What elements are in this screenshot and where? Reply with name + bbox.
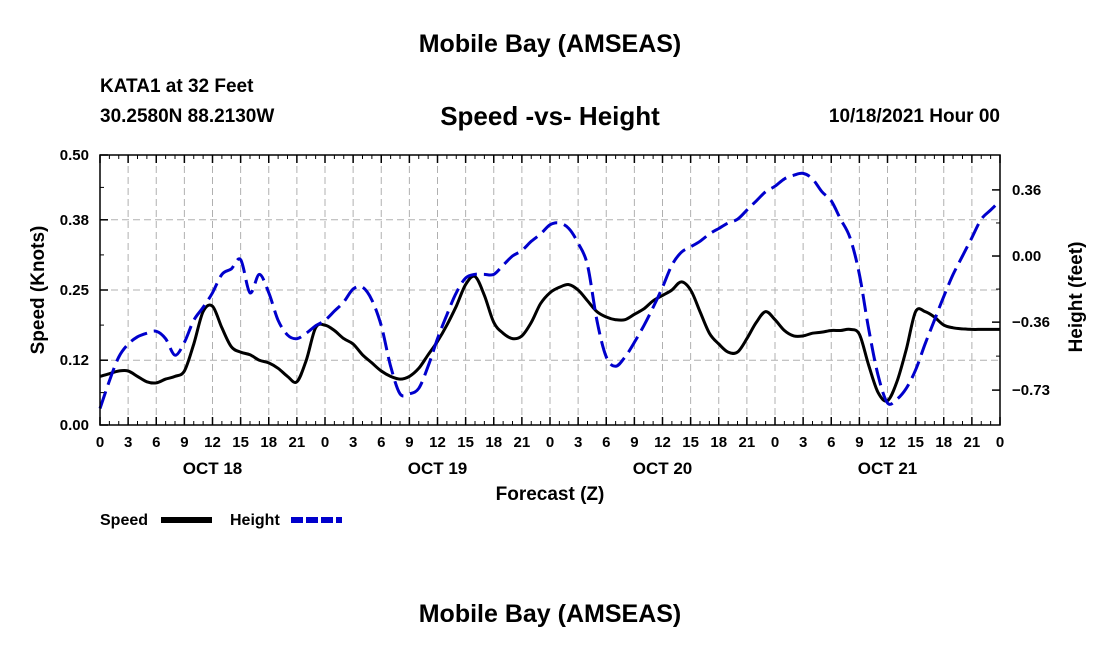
x-tick-label: 21 bbox=[739, 434, 756, 451]
axis-ticks: 0 3 6 9 12 15 18 21 0 3 6 9 12 15 18 21 0 3 6 9 12 15 18 21 0 3 6 9… bbox=[60, 147, 1050, 478]
x-tick-label: 0 bbox=[546, 434, 554, 451]
x-tick-label: 18 bbox=[710, 434, 727, 451]
x-tick-label: 0 bbox=[321, 434, 329, 451]
day-label: OCT 19 bbox=[408, 459, 468, 478]
x-tick-label: 12 bbox=[429, 434, 446, 451]
y2-tick-label: −0.36 bbox=[1012, 314, 1050, 331]
series-line-speed bbox=[99, 274, 1000, 403]
legend: Speed Height bbox=[100, 512, 342, 529]
y-tick-label: 0.25 bbox=[60, 282, 89, 299]
legend-height-label: Height bbox=[230, 512, 280, 529]
station-coordinates: 30.2580N 88.2130W bbox=[100, 106, 275, 127]
x-tick-label: 6 bbox=[827, 434, 835, 451]
x-tick-label: 21 bbox=[964, 434, 981, 451]
speed-height-chart: 0 3 6 9 12 15 18 21 0 3 6 9 12 15 18 21 0 3 6 9 12 15 18 21 0 3 6 9… bbox=[28, 147, 1087, 529]
x-tick-label: 15 bbox=[682, 434, 699, 451]
x-tick-label: 9 bbox=[855, 434, 863, 451]
x-tick-label: 0 bbox=[996, 434, 1004, 451]
x-tick-label: 0 bbox=[96, 434, 104, 451]
x-tick-label: 15 bbox=[232, 434, 249, 451]
day-label: OCT 18 bbox=[183, 459, 243, 478]
x-tick-label: 15 bbox=[457, 434, 474, 451]
x-tick-label: 21 bbox=[514, 434, 531, 451]
y-axis-label: Speed (Knots) bbox=[28, 226, 49, 355]
series-line-height bbox=[98, 171, 1002, 409]
x-tick-label: 9 bbox=[405, 434, 413, 451]
x-tick-label: 6 bbox=[152, 434, 160, 451]
x-tick-label: 3 bbox=[349, 434, 357, 451]
forecast-datetime: 10/18/2021 Hour 00 bbox=[828, 106, 1000, 127]
legend-speed-label: Speed bbox=[100, 512, 148, 529]
x-tick-label: 9 bbox=[630, 434, 638, 451]
y-tick-label: 0.00 bbox=[60, 417, 89, 434]
x-tick-label: 3 bbox=[574, 434, 582, 451]
x-tick-label: 15 bbox=[907, 434, 924, 451]
x-tick-label: 12 bbox=[204, 434, 221, 451]
x-tick-label: 18 bbox=[260, 434, 277, 451]
x-tick-label: 21 bbox=[289, 434, 306, 451]
y2-tick-label: 0.00 bbox=[1012, 248, 1041, 265]
y2-tick-label: 0.36 bbox=[1012, 182, 1041, 199]
y2-tick-label: −0.73 bbox=[1012, 382, 1050, 399]
x-tick-label: 12 bbox=[654, 434, 671, 451]
repeat-main-title: Mobile Bay (AMSEAS) bbox=[418, 600, 682, 628]
x-tick-label: 3 bbox=[124, 434, 132, 451]
x-tick-label: 18 bbox=[935, 434, 952, 451]
x-tick-label: 9 bbox=[180, 434, 188, 451]
chart-main-title: Mobile Bay (AMSEAS) bbox=[418, 30, 682, 58]
day-label: OCT 21 bbox=[858, 459, 918, 478]
y2-axis-label: Height (feet) bbox=[1066, 242, 1087, 353]
station-label: KATA1 at 32 Feet bbox=[100, 76, 254, 97]
x-axis-label: Forecast (Z) bbox=[496, 484, 605, 505]
x-tick-label: 12 bbox=[879, 434, 896, 451]
x-tick-label: 18 bbox=[485, 434, 502, 451]
x-tick-label: 3 bbox=[799, 434, 807, 451]
x-tick-label: 6 bbox=[377, 434, 385, 451]
x-tick-label: 6 bbox=[602, 434, 610, 451]
day-label: OCT 20 bbox=[633, 459, 693, 478]
series-lines bbox=[98, 171, 1002, 409]
y-tick-label: 0.50 bbox=[60, 147, 89, 164]
x-tick-label: 0 bbox=[771, 434, 779, 451]
chart-subtitle: Speed -vs- Height bbox=[440, 101, 660, 131]
grid-lines bbox=[100, 155, 1000, 425]
y-tick-label: 0.12 bbox=[60, 352, 89, 369]
y-tick-label: 0.38 bbox=[60, 212, 89, 229]
